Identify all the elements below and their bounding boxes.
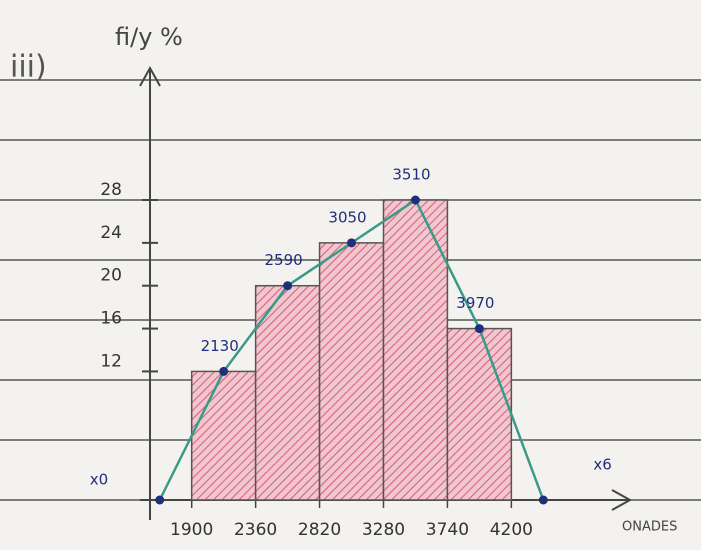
polygon-point <box>411 196 420 205</box>
part-label: iii) <box>10 50 47 85</box>
polygon-point <box>347 238 356 247</box>
polygon-point <box>283 281 292 290</box>
bar <box>192 371 256 500</box>
y-tick-label: 28 <box>100 180 122 200</box>
x-tick-label: 2820 <box>298 520 341 540</box>
y-tick-label: 12 <box>100 351 122 371</box>
polygon-point <box>539 496 548 505</box>
point-label: 2130 <box>201 337 239 355</box>
x-tick-label: 2360 <box>234 520 277 540</box>
y-tick-label: 16 <box>100 309 122 329</box>
point-label: 2590 <box>264 251 302 269</box>
bar <box>320 243 384 500</box>
x-axis-label: ONADES <box>622 520 677 535</box>
x-tick-label: 3280 <box>362 520 405 540</box>
point-label: 3050 <box>328 208 366 226</box>
point-label: 3510 <box>392 166 430 184</box>
y-axis-label: fi/y % <box>115 23 183 51</box>
bar <box>256 286 320 500</box>
y-tick-label: 24 <box>100 223 122 243</box>
x-tick-label: 1900 <box>170 520 213 540</box>
end-label: x6 <box>593 456 611 474</box>
polygon-point <box>155 496 164 505</box>
y-tick-label: 20 <box>100 266 122 286</box>
polygon-point <box>219 367 228 376</box>
chart: iii) fi/y % ONADES 12 16 20 24 28 1900 2360 282… <box>0 0 701 550</box>
end-label: x0 <box>90 471 108 489</box>
x-tick-label: 4200 <box>490 520 533 540</box>
point-label: 3970 <box>456 294 494 312</box>
polygon-point <box>475 324 484 333</box>
bar <box>447 329 511 500</box>
x-tick-label: 3740 <box>426 520 469 540</box>
